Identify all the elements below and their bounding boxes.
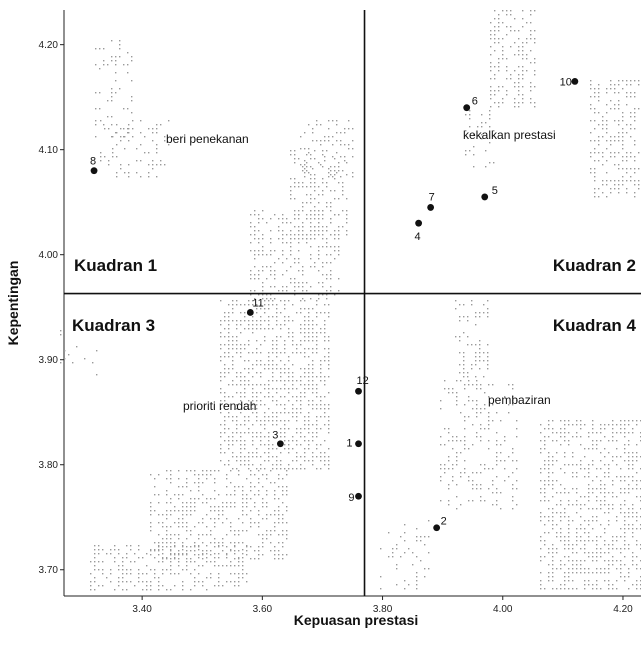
- data-point-label-5: 5: [492, 185, 498, 197]
- data-point-1: [355, 440, 362, 448]
- quadrant-4-description: pembaziran: [488, 393, 551, 407]
- quadrant-1-label: Kuadran 1: [74, 256, 157, 275]
- data-point-label-12: 12: [357, 375, 369, 387]
- x-tick-label: 3.40: [132, 604, 152, 615]
- quadrant-2-label: Kuadran 2: [553, 256, 636, 275]
- data-point-label-9: 9: [348, 492, 354, 504]
- data-point-11: [246, 309, 254, 316]
- data-point-10: [571, 78, 579, 85]
- y-tick-label: 3.90: [39, 355, 59, 366]
- data-point-3: [276, 440, 284, 448]
- quadrant-4-label: Kuadran 4: [553, 316, 637, 335]
- quadrant-1-description: beri penekanan: [166, 132, 249, 146]
- data-point-label-3: 3: [272, 430, 278, 442]
- x-tick-label: 4.00: [493, 604, 513, 615]
- y-tick-label: 3.80: [39, 460, 59, 471]
- data-point-7: [427, 204, 435, 211]
- quadrant-3-description: prioriti rendah: [183, 399, 256, 413]
- y-axis-title: Kepentingan: [5, 261, 21, 346]
- data-point-label-7: 7: [429, 191, 435, 203]
- data-point-6: [463, 104, 471, 112]
- quadrant-3-label: Kuadran 3: [72, 316, 155, 335]
- data-point-label-10: 10: [560, 76, 572, 88]
- y-tick-label: 4.10: [39, 145, 59, 156]
- quadrant-2-description: kekalkan prestasi: [463, 128, 556, 142]
- x-ticks: 3.40 3.60 3.80 4.00 4.20: [132, 596, 633, 615]
- y-ticks: 3.70 3.80 3.90 4.00 4.10 4.20: [39, 40, 64, 576]
- data-point-label-8: 8: [90, 156, 96, 168]
- data-point-9: [355, 492, 362, 500]
- y-tick-label: 4.00: [39, 250, 59, 261]
- y-tick-label: 3.70: [39, 565, 59, 576]
- data-point-label-4: 4: [415, 231, 421, 243]
- data-point-label-1: 1: [346, 438, 352, 450]
- y-tick-label: 4.20: [39, 40, 59, 51]
- data-point-label-6: 6: [472, 96, 478, 108]
- data-point-2: [433, 524, 441, 532]
- x-axis-title: Kepuasan prestasi: [294, 612, 419, 628]
- data-point-8: [90, 167, 98, 175]
- x-tick-label: 3.80: [373, 604, 393, 615]
- background-stipple: [60, 10, 641, 591]
- data-point-label-11: 11: [252, 297, 263, 309]
- x-tick-label: 4.20: [613, 604, 633, 615]
- x-tick-label: 3.60: [253, 604, 273, 615]
- data-point-12: [355, 387, 362, 395]
- data-point-4: [415, 219, 423, 227]
- data-point-label-2: 2: [441, 516, 447, 528]
- data-point-5: [481, 193, 489, 201]
